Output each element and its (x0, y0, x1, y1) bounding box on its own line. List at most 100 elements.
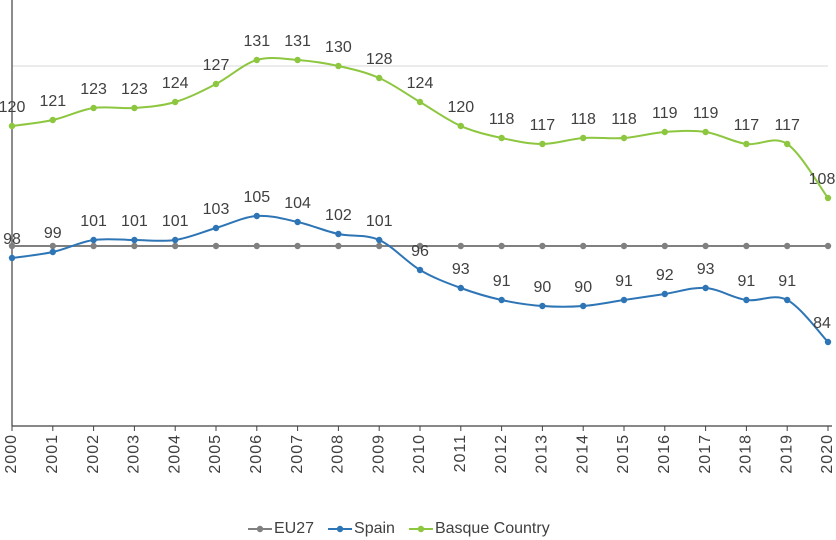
point (416, 242, 424, 250)
data-label: 117 (530, 117, 556, 134)
point (212, 242, 220, 250)
legend-marker (256, 525, 264, 533)
point (90, 104, 97, 112)
point (212, 224, 220, 232)
data-label: 91 (493, 273, 511, 290)
data-label: 93 (452, 261, 470, 278)
x-tick-label: 2009 (370, 434, 387, 474)
point (294, 218, 301, 226)
data-label: 119 (652, 105, 678, 122)
data-label: 123 (80, 81, 107, 98)
x-tick-label: 2006 (248, 434, 265, 474)
point (131, 236, 138, 244)
data-label: 118 (570, 111, 596, 128)
data-label: 102 (325, 207, 352, 224)
legend: EU27 Spain Basque Country (248, 520, 550, 537)
point (702, 284, 709, 292)
x-tick-label: 2012 (493, 434, 510, 474)
point (457, 122, 464, 130)
data-label: 101 (366, 213, 393, 230)
x-tick-label: 2003 (126, 434, 143, 474)
data-label: 124 (407, 75, 434, 92)
data-label: 101 (162, 213, 189, 230)
data-label: 84 (813, 315, 831, 332)
data-label: 101 (121, 213, 148, 230)
data-label: 118 (611, 111, 637, 128)
point (784, 140, 791, 148)
x-tick-label: 2007 (289, 434, 306, 474)
x-tick-label: 2017 (697, 434, 714, 474)
data-label: 96 (411, 243, 429, 260)
point (784, 242, 791, 250)
series-line (11, 214, 829, 343)
data-label: 104 (284, 195, 311, 212)
point (743, 296, 750, 304)
data-label: 90 (534, 279, 552, 296)
point (457, 242, 464, 250)
data-label: 120 (0, 99, 25, 116)
x-tick-label: 2015 (615, 434, 632, 474)
point (90, 236, 97, 244)
x-tick-label: 2001 (44, 434, 61, 474)
point (824, 338, 832, 346)
legend-label: Spain (354, 520, 395, 537)
point (49, 116, 56, 124)
legend-label: Basque Country (435, 520, 550, 537)
data-label: 117 (774, 117, 800, 134)
point (620, 134, 628, 142)
data-label: 108 (809, 171, 836, 188)
point (294, 242, 301, 250)
point (8, 254, 16, 262)
point (376, 242, 383, 250)
point (498, 242, 505, 250)
point (539, 242, 546, 250)
x-tick-label: 2020 (819, 434, 836, 474)
data-label: 127 (203, 57, 230, 74)
point (253, 242, 260, 250)
point (580, 134, 587, 142)
point (294, 56, 301, 64)
point (335, 230, 342, 238)
point (743, 242, 750, 250)
x-tick-label: 2014 (574, 434, 591, 474)
x-tick-label: 2016 (656, 434, 673, 474)
point (580, 302, 587, 310)
point (8, 122, 16, 130)
x-tick-label: 2011 (452, 434, 469, 472)
x-tick-label: 2004 (166, 434, 183, 474)
x-tick-label: 2000 (3, 434, 20, 474)
x-tick-label: 2010 (411, 434, 428, 474)
point (824, 242, 832, 250)
data-label: 131 (284, 33, 311, 50)
data-label: 124 (162, 75, 189, 92)
x-tick-label: 2013 (534, 434, 551, 474)
point (376, 74, 383, 82)
data-label: 117 (734, 117, 760, 134)
point (620, 296, 628, 304)
point (784, 296, 791, 304)
data-label: 131 (243, 33, 270, 50)
data-label: 123 (121, 81, 148, 98)
point (661, 128, 668, 136)
legend-label: EU27 (274, 520, 314, 537)
x-tick-label: 2018 (738, 434, 755, 474)
x-tick-label: 2008 (330, 434, 347, 474)
point (131, 242, 138, 250)
x-tick-label: 2002 (85, 434, 102, 474)
data-label: 91 (615, 273, 633, 290)
data-label: 118 (489, 111, 515, 128)
point (498, 134, 505, 142)
data-label: 128 (366, 51, 393, 68)
point (702, 128, 709, 136)
point (253, 212, 260, 220)
point (8, 242, 16, 250)
point (580, 242, 587, 250)
point (253, 56, 260, 64)
data-label: 91 (738, 273, 756, 290)
point (131, 104, 138, 112)
point (824, 194, 832, 202)
point (376, 236, 383, 244)
data-label: 105 (243, 189, 270, 206)
data-label: 101 (80, 213, 107, 230)
point (620, 242, 628, 250)
